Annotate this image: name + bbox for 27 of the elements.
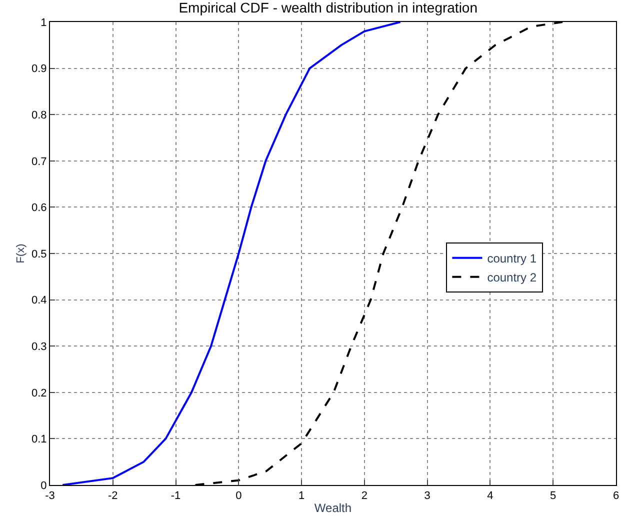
y-tick-label: 0 <box>40 480 47 492</box>
line-series <box>62 22 402 485</box>
y-tick-label: 0.9 <box>32 63 47 76</box>
x-tick-label: 3 <box>424 490 430 502</box>
y-tick-label: 0.4 <box>32 294 47 307</box>
x-tick-label: 1 <box>298 490 305 502</box>
x-tick-label: -1 <box>170 490 181 502</box>
x-tick-label: 2 <box>361 490 368 502</box>
chart-title: Empirical CDF - wealth distribution in integration <box>178 0 478 16</box>
x-tick-label: 4 <box>487 490 494 502</box>
y-tick-label: 0.2 <box>32 387 47 400</box>
x-tick-label: 6 <box>612 490 620 502</box>
y-tick-label: 0.1 <box>32 434 47 446</box>
y-tick-label: 1 <box>40 16 47 29</box>
x-tick-label: 0 <box>236 490 242 502</box>
y-tick-label: 0.7 <box>32 156 47 168</box>
legend-label: country 2 <box>487 270 537 285</box>
y-axis-title: F(x) <box>15 244 28 264</box>
y-tick-label: 0.6 <box>32 202 47 214</box>
y-tick-label: 0.3 <box>32 340 47 353</box>
x-tick-label: -3 <box>45 490 55 502</box>
y-tick-label: 0.8 <box>32 109 47 122</box>
legend-label: country 1 <box>487 252 537 266</box>
y-tick-label: 0.5 <box>32 248 47 260</box>
x-tick-label: -2 <box>108 490 118 502</box>
x-tick-label: 5 <box>550 490 556 502</box>
x-axis-title: Wealth <box>314 501 352 516</box>
